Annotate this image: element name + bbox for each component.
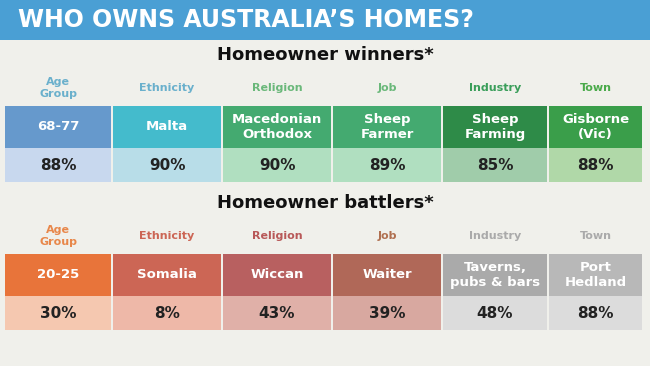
Text: 39%: 39% bbox=[369, 306, 405, 321]
Text: Macedonian
Orthodox: Macedonian Orthodox bbox=[232, 113, 322, 141]
Bar bbox=[113, 148, 221, 182]
Bar bbox=[333, 148, 441, 182]
Bar bbox=[223, 106, 331, 148]
Bar bbox=[443, 106, 547, 148]
Text: Ethnicity: Ethnicity bbox=[139, 231, 194, 241]
Text: 85%: 85% bbox=[476, 157, 514, 172]
Text: 88%: 88% bbox=[577, 157, 614, 172]
Bar bbox=[443, 148, 547, 182]
Text: 48%: 48% bbox=[476, 306, 514, 321]
Text: Somalia: Somalia bbox=[137, 269, 197, 281]
Text: Industry: Industry bbox=[469, 83, 521, 93]
Bar bbox=[113, 106, 221, 148]
Text: 43%: 43% bbox=[259, 306, 295, 321]
Text: Industry: Industry bbox=[469, 231, 521, 241]
Bar bbox=[5, 106, 111, 148]
Bar bbox=[549, 148, 642, 182]
Bar bbox=[443, 296, 547, 330]
Text: Religion: Religion bbox=[252, 231, 302, 241]
Bar bbox=[333, 254, 441, 296]
Text: Town: Town bbox=[580, 231, 612, 241]
Bar bbox=[549, 296, 642, 330]
Text: Town: Town bbox=[580, 83, 612, 93]
Text: Gisborne
(Vic): Gisborne (Vic) bbox=[562, 113, 629, 141]
Text: Sheep
Farming: Sheep Farming bbox=[464, 113, 526, 141]
Text: WHO OWNS AUSTRALIA’S HOMES?: WHO OWNS AUSTRALIA’S HOMES? bbox=[18, 8, 474, 32]
Bar bbox=[5, 296, 111, 330]
Text: Homeowner battlers*: Homeowner battlers* bbox=[216, 194, 434, 212]
Bar bbox=[333, 106, 441, 148]
Text: 88%: 88% bbox=[40, 157, 76, 172]
Text: Taverns,
pubs & bars: Taverns, pubs & bars bbox=[450, 261, 540, 289]
Bar bbox=[549, 106, 642, 148]
Bar bbox=[223, 148, 331, 182]
Text: Waiter: Waiter bbox=[362, 269, 412, 281]
Text: 20-25: 20-25 bbox=[37, 269, 79, 281]
Text: Job: Job bbox=[377, 83, 396, 93]
Text: 90%: 90% bbox=[259, 157, 295, 172]
Text: 30%: 30% bbox=[40, 306, 76, 321]
Text: Religion: Religion bbox=[252, 83, 302, 93]
Bar bbox=[549, 254, 642, 296]
Text: Age
Group: Age Group bbox=[39, 77, 77, 99]
Bar bbox=[223, 254, 331, 296]
Text: Homeowner winners*: Homeowner winners* bbox=[216, 46, 434, 64]
Bar bbox=[113, 296, 221, 330]
Text: Job: Job bbox=[377, 231, 396, 241]
Text: 88%: 88% bbox=[577, 306, 614, 321]
Text: Ethnicity: Ethnicity bbox=[139, 83, 194, 93]
Bar bbox=[333, 296, 441, 330]
Text: Age
Group: Age Group bbox=[39, 225, 77, 247]
Bar bbox=[223, 296, 331, 330]
Text: Malta: Malta bbox=[146, 120, 188, 134]
Text: 89%: 89% bbox=[369, 157, 405, 172]
Bar bbox=[0, 0, 650, 40]
Text: 90%: 90% bbox=[149, 157, 185, 172]
Text: Wiccan: Wiccan bbox=[250, 269, 304, 281]
Bar bbox=[443, 254, 547, 296]
Bar bbox=[5, 254, 111, 296]
Bar bbox=[113, 254, 221, 296]
Text: Port
Hedland: Port Hedland bbox=[564, 261, 627, 289]
Text: 68-77: 68-77 bbox=[37, 120, 79, 134]
Text: 8%: 8% bbox=[154, 306, 180, 321]
Text: Sheep
Farmer: Sheep Farmer bbox=[360, 113, 413, 141]
Bar bbox=[5, 148, 111, 182]
